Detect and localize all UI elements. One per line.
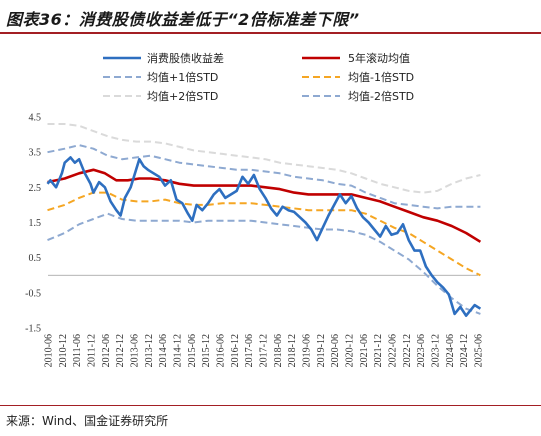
x-tick-label: 2021-06 — [359, 334, 370, 367]
x-tick-label: 2010-06 — [44, 334, 55, 367]
x-tick-label: 2015-12 — [201, 334, 212, 367]
x-tick-label: 2013-12 — [144, 334, 155, 367]
x-tick-label: 2025-06 — [474, 334, 485, 367]
legend-label: 均值-2倍STD — [348, 89, 414, 103]
x-tick-label: 2018-06 — [273, 334, 284, 367]
x-tick-label: 2011-12 — [87, 334, 98, 367]
series-line — [47, 191, 481, 277]
x-tick-label: 2011-06 — [72, 334, 83, 367]
legend-label: 均值-1倍STD — [348, 70, 414, 84]
x-tick-label: 2012-06 — [101, 334, 112, 367]
x-tick-label: 2019-06 — [302, 334, 313, 367]
source-rule — [0, 405, 541, 406]
legend-label: 5年滚动均值 — [348, 51, 410, 65]
x-tick-label: 2013-06 — [130, 334, 141, 367]
x-tick-label: 2023-06 — [416, 334, 427, 367]
series-line — [47, 123, 481, 194]
y-tick-label: -1.5 — [25, 324, 41, 335]
legend-label: 消费股债收益差 — [147, 51, 224, 65]
source-note: 来源：Wind、国金证券研究所 — [6, 414, 169, 428]
x-tick-label: 2019-12 — [316, 334, 327, 367]
x-tick-label: 2017-12 — [259, 334, 270, 367]
x-tick-label: 2018-12 — [287, 334, 298, 367]
x-tick-label: 2017-06 — [244, 334, 255, 367]
x-tick-label: 2015-06 — [187, 334, 198, 367]
y-tick-label: 2.5 — [29, 183, 42, 194]
plot-area — [46, 123, 482, 317]
x-tick-label: 2020-06 — [330, 334, 341, 367]
x-tick-label: 2024-12 — [459, 334, 470, 367]
series-line — [46, 156, 482, 317]
series-line — [47, 144, 481, 210]
chart-title: 图表36：消费股债收益差低于“2倍标准差下限” — [6, 10, 360, 29]
series-line — [47, 212, 481, 315]
x-tick-label: 2023-12 — [431, 334, 442, 367]
x-tick-label: 2016-12 — [230, 334, 241, 367]
legend-label: 均值+1倍STD — [147, 70, 218, 84]
y-tick-label: 0.5 — [29, 253, 42, 264]
x-tick-label: 2020-12 — [345, 334, 356, 367]
x-tick-label: 2021-12 — [373, 334, 384, 367]
title-rule — [0, 32, 541, 34]
x-tick-label: 2014-06 — [158, 334, 169, 367]
y-tick-label: -0.5 — [25, 288, 41, 299]
y-tick-label: 4.5 — [29, 113, 42, 124]
legend-label: 均值+2倍STD — [147, 89, 218, 103]
x-tick-label: 2022-12 — [402, 334, 413, 367]
x-tick-label: 2024-06 — [445, 334, 456, 367]
x-tick-label: 2014-12 — [173, 334, 184, 367]
y-tick-label: 1.5 — [29, 218, 42, 229]
y-tick-label: 3.5 — [29, 148, 42, 159]
x-tick-label: 2012-12 — [115, 334, 126, 367]
x-tick-label: 2016-06 — [216, 334, 227, 367]
x-tick-label: 2022-06 — [388, 334, 399, 367]
x-tick-label: 2010-12 — [58, 334, 69, 367]
